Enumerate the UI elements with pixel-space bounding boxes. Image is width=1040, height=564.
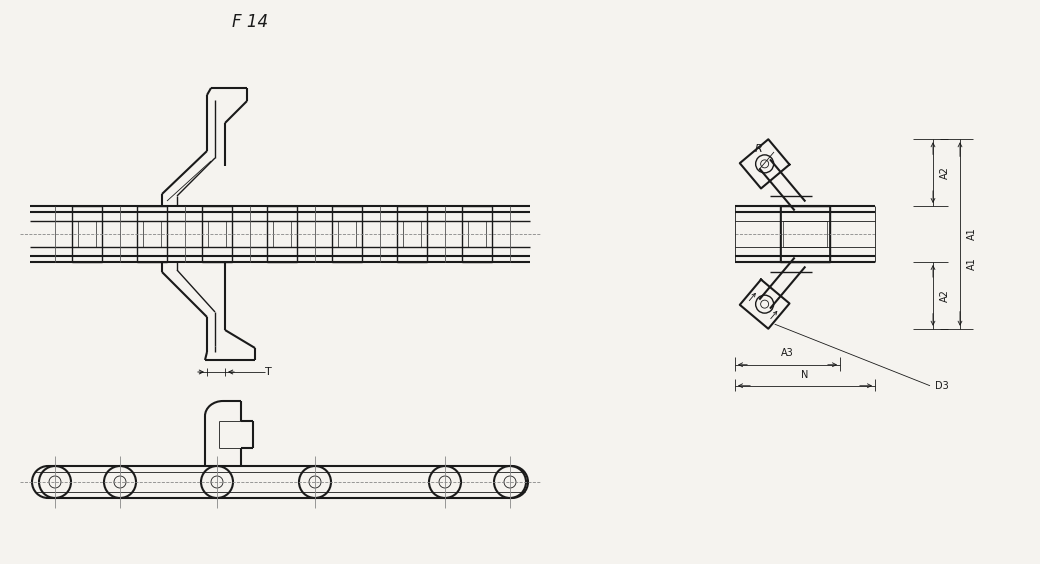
Bar	[780, 206, 830, 262]
Bar	[338, 221, 356, 247]
Text: A1: A1	[967, 258, 977, 270]
Text: A2: A2	[940, 166, 950, 179]
Bar	[332, 206, 362, 262]
Text: A3: A3	[781, 348, 794, 358]
Bar	[272, 221, 291, 247]
Bar	[208, 221, 226, 247]
Text: N: N	[801, 370, 809, 380]
Text: D3: D3	[935, 381, 948, 391]
Bar	[462, 206, 492, 262]
Text: A2: A2	[940, 289, 950, 302]
Bar	[202, 206, 232, 262]
Bar	[397, 206, 427, 262]
Bar	[783, 221, 827, 247]
Text: T: T	[265, 367, 271, 377]
Bar	[142, 221, 161, 247]
Bar	[468, 221, 486, 247]
Text: A1: A1	[967, 228, 977, 240]
Text: R: R	[754, 144, 762, 154]
Bar	[402, 221, 421, 247]
Bar	[78, 221, 96, 247]
Text: F 14: F 14	[232, 13, 268, 31]
Bar	[137, 206, 167, 262]
Bar	[72, 206, 102, 262]
Bar	[267, 206, 297, 262]
